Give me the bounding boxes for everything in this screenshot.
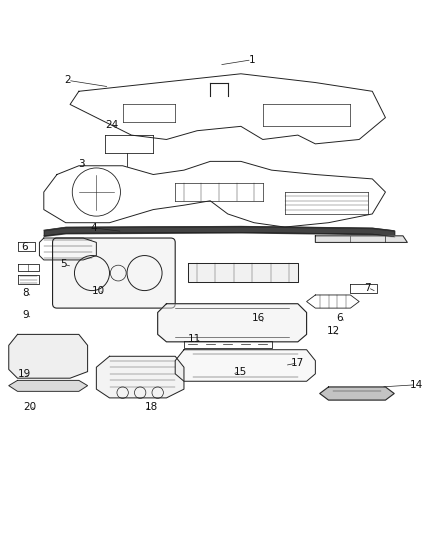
Text: 1: 1 bbox=[248, 55, 255, 65]
Text: 17: 17 bbox=[291, 358, 304, 368]
Text: 2: 2 bbox=[64, 75, 71, 85]
Polygon shape bbox=[315, 236, 407, 243]
Polygon shape bbox=[158, 304, 307, 342]
Text: 6: 6 bbox=[21, 242, 28, 252]
Text: 19: 19 bbox=[18, 369, 31, 379]
Polygon shape bbox=[9, 381, 88, 391]
Text: 5: 5 bbox=[60, 260, 67, 269]
FancyBboxPatch shape bbox=[53, 238, 175, 308]
Text: 18: 18 bbox=[145, 402, 158, 411]
Text: 7: 7 bbox=[364, 282, 371, 293]
Text: 11: 11 bbox=[188, 334, 201, 344]
Text: 10: 10 bbox=[92, 286, 105, 296]
Text: 20: 20 bbox=[23, 402, 36, 411]
Text: 12: 12 bbox=[327, 326, 340, 336]
Polygon shape bbox=[96, 356, 184, 398]
Text: 8: 8 bbox=[22, 288, 29, 298]
Text: 16: 16 bbox=[252, 313, 265, 323]
Polygon shape bbox=[175, 350, 315, 381]
Text: 15: 15 bbox=[233, 367, 247, 377]
Polygon shape bbox=[9, 334, 88, 378]
Text: 6: 6 bbox=[336, 313, 343, 323]
Text: 24: 24 bbox=[105, 120, 118, 131]
Polygon shape bbox=[320, 387, 394, 400]
Text: 9: 9 bbox=[22, 310, 29, 320]
Text: 14: 14 bbox=[410, 379, 423, 390]
Text: 4: 4 bbox=[91, 223, 98, 233]
Text: 3: 3 bbox=[78, 159, 85, 168]
Polygon shape bbox=[188, 263, 298, 282]
